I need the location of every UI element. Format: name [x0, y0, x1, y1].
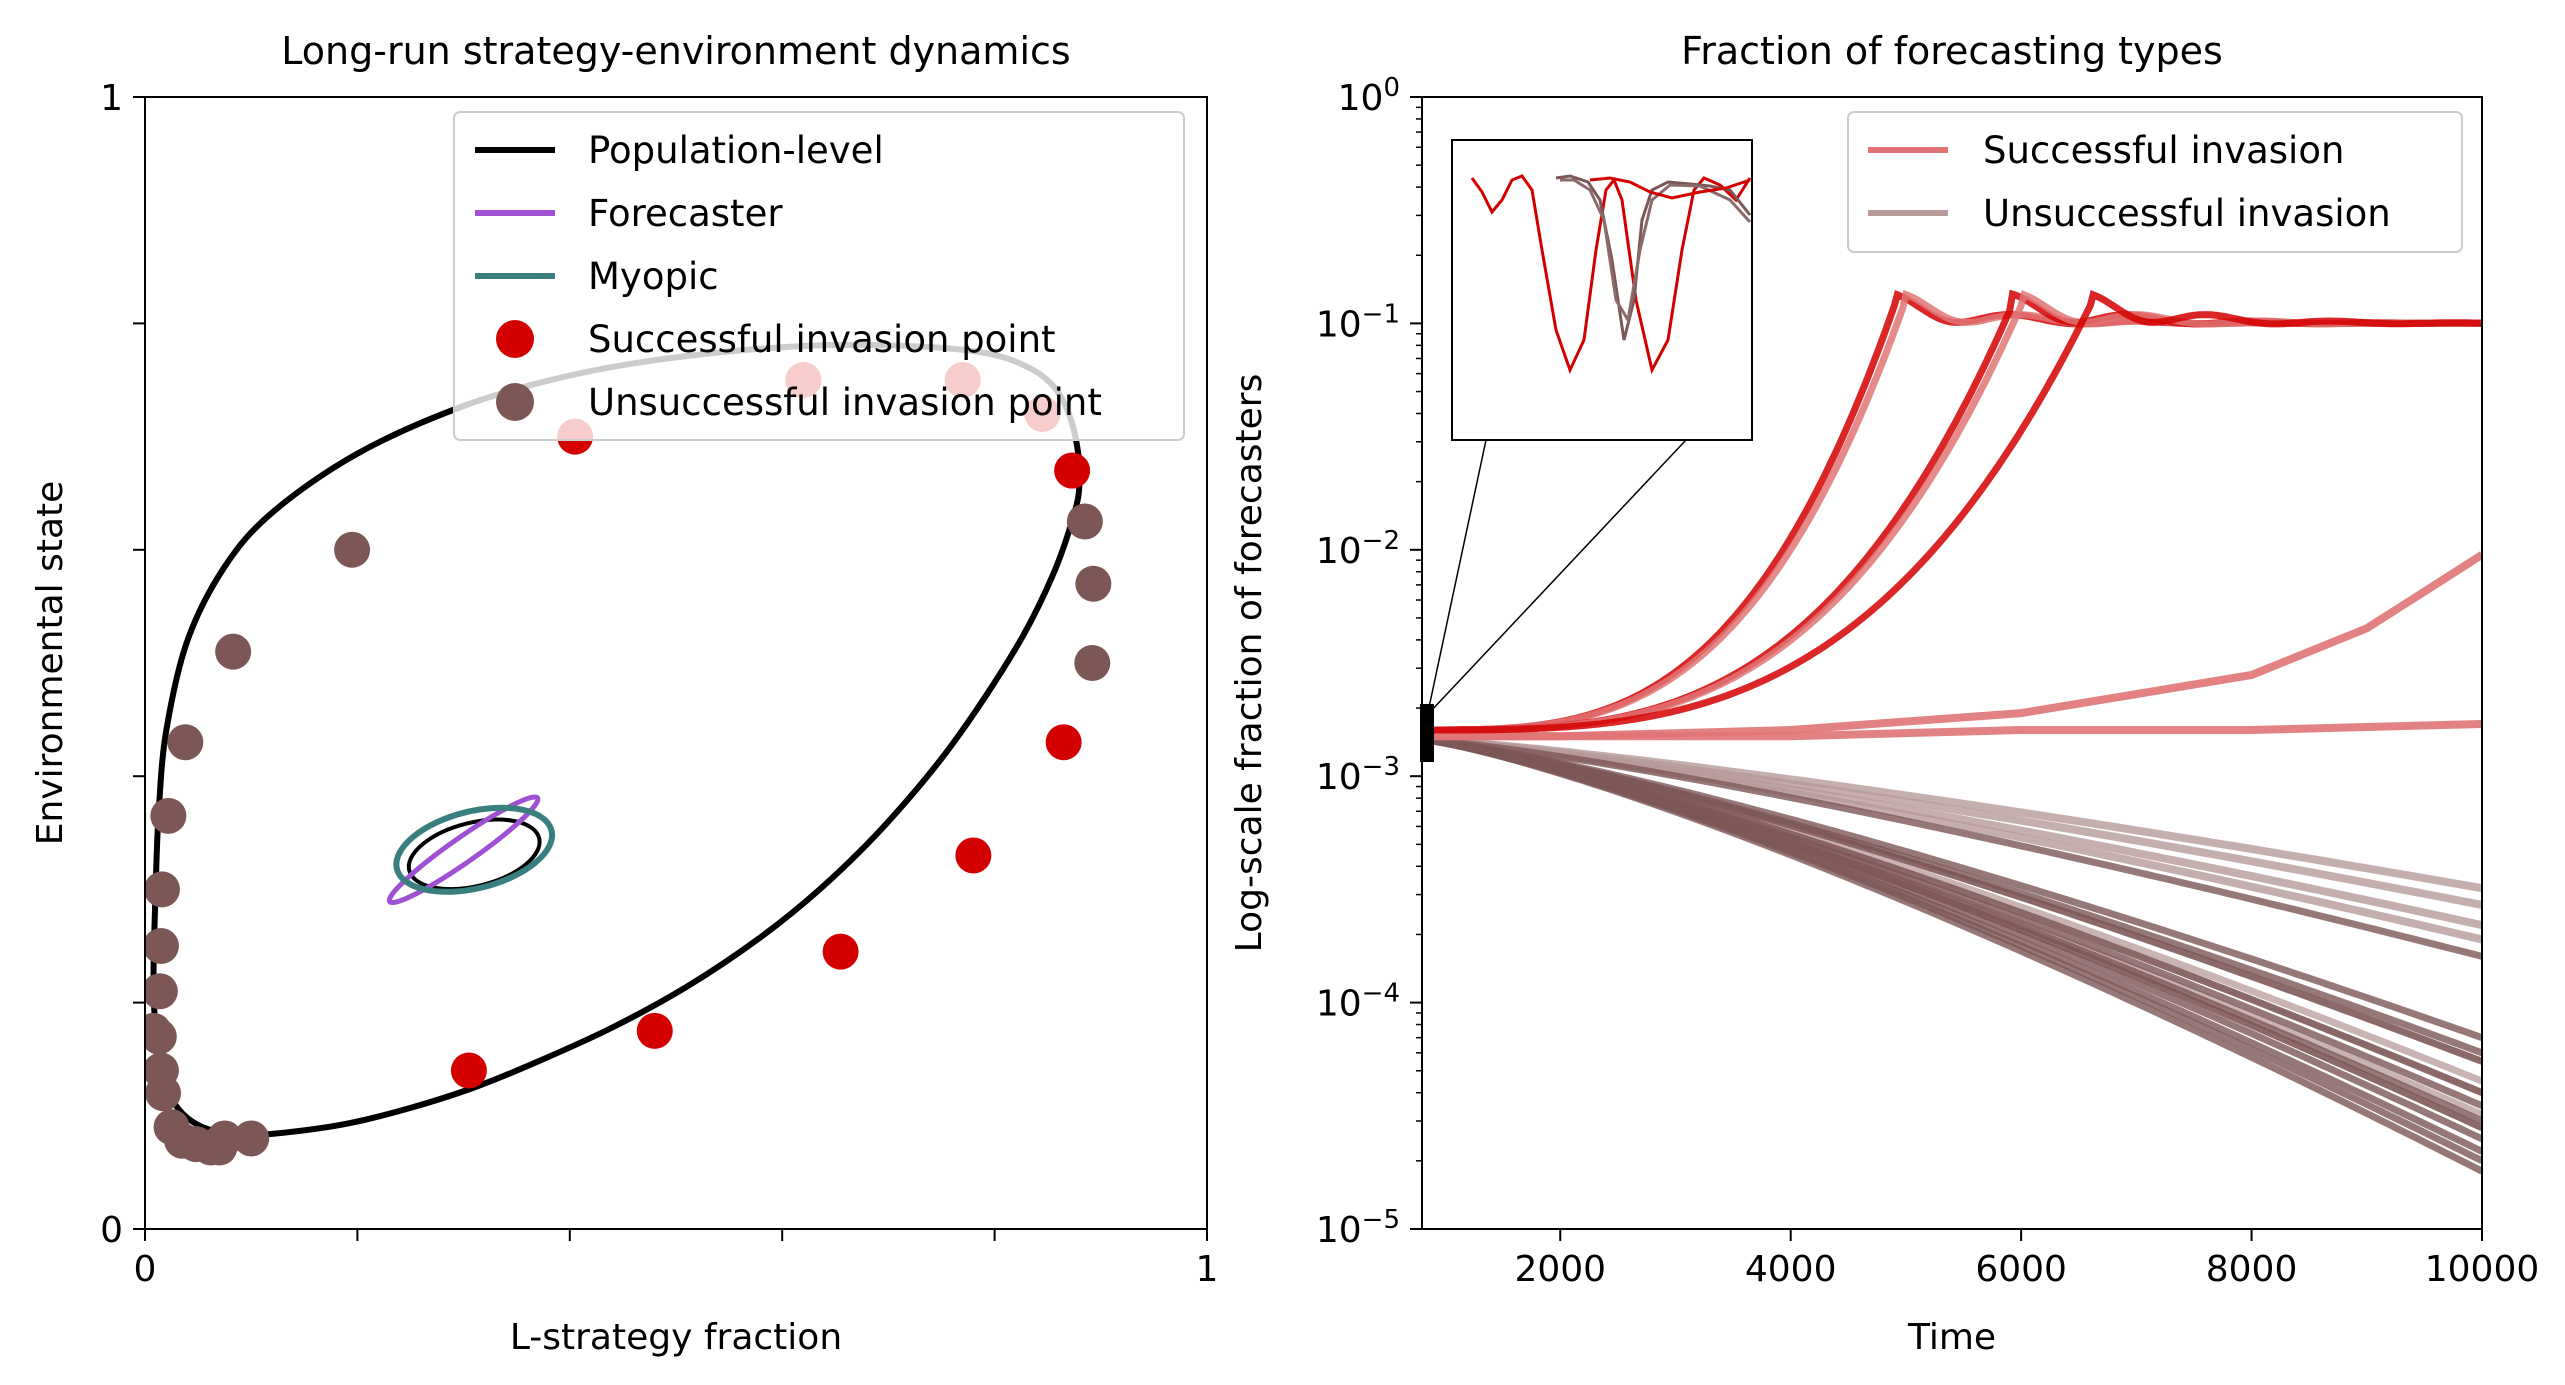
legend-marker-successful: [496, 320, 534, 358]
myopic-cycle-line: [393, 804, 556, 895]
left-ticks: 0 1 0 1: [100, 78, 1218, 1290]
unsuccessful-invasion-point: [145, 973, 178, 1010]
legend-label-successful-point: Successful invasion point: [588, 318, 1056, 361]
unsuccessful-invasion-point: [145, 1012, 172, 1049]
inset-successful-curve: [1589, 176, 1751, 200]
successful-invasion-point: [955, 837, 992, 874]
right-x-axis-label: Time: [1907, 1317, 1996, 1358]
y-tick-label: 10−1: [1316, 299, 1400, 345]
right-legend-box: [1847, 111, 2463, 253]
unsuccessful-invasion-point: [1075, 565, 1112, 602]
unsuccessful-invasion-point: [150, 797, 187, 834]
legend-marker-unsuccessful: [496, 383, 534, 421]
successful-invasion-point: [1054, 452, 1091, 489]
inset-curves: [1470, 174, 1752, 375]
successful-invasion-point: [636, 1012, 673, 1049]
unsuccessful-invasion-line: [1422, 736, 2482, 1175]
x-tick-label: 10000: [2425, 1249, 2540, 1290]
x-tick-label: 0: [134, 1249, 157, 1290]
left-axes-frame: [144, 96, 1208, 1230]
successful-invasion-line: [1422, 551, 2482, 741]
successful-invasion-line: [1422, 720, 2482, 741]
unsuccessful-invasion-point: [167, 724, 204, 761]
y-tick-label: 0: [100, 1210, 123, 1251]
legend-label-forecaster: Forecaster: [588, 192, 783, 235]
time-series-plot-area: [1422, 289, 2482, 1175]
legend-label-successful-invasion: Successful invasion: [1983, 129, 2344, 172]
unsuccessful-invasion-point: [145, 871, 180, 908]
x-tick-label: 6000: [1975, 1249, 2067, 1290]
time-series-panel: Fraction of forecasting types 2000 4000 60…: [1229, 29, 2539, 1358]
unsuccessful-invasion-line: [1422, 736, 2482, 960]
unsuccessful-invasion-point: [334, 531, 371, 568]
legend-label-unsuccessful-invasion: Unsuccessful invasion: [1983, 192, 2391, 235]
y-tick-label: 100: [1338, 73, 1400, 119]
x-tick-label: 8000: [2206, 1249, 2298, 1290]
unsuccessful-invasion-point: [1074, 645, 1111, 681]
inset-successful-curve: [1470, 174, 1752, 375]
unsuccessful-invasion-point: [145, 928, 179, 964]
unsuccessful-invasion-point: [233, 1120, 270, 1157]
unsuccessful-invasion-point: [215, 633, 252, 670]
right-chart-title: Fraction of forecasting types: [1681, 29, 2223, 73]
inset-frame: [1451, 139, 1753, 441]
y-tick-label: 1: [100, 78, 123, 119]
zoom-region-marker: [1420, 704, 1434, 762]
right-legend: Successful invasion Unsuccessful invasio…: [1847, 111, 2463, 253]
unsuccessful-invasion-point: [201, 1129, 238, 1166]
y-tick-label: 10−3: [1316, 752, 1400, 798]
y-tick-label: 10−5: [1316, 1205, 1400, 1251]
x-tick-label: 4000: [1745, 1249, 1837, 1290]
unsuccessful-invasion-point: [145, 1052, 179, 1089]
unsuccessful-invasion-point: [1066, 503, 1103, 540]
left-legend-box: [453, 111, 1185, 441]
phase-plot-panel: Long-run strategy-environment dynamics 0…: [30, 29, 1218, 1358]
zoom-inset: [1420, 139, 1753, 762]
successful-invasion-line: [1422, 290, 2482, 734]
right-y-axis-label: Log-scale fraction of forecasters: [1229, 374, 1270, 953]
successful-invasion-point: [822, 933, 859, 970]
inset-unsuccessful-curve: [1560, 178, 1752, 325]
inset-connector-line: [1429, 439, 1687, 713]
legend-label-unsuccessful-point: Unsuccessful invasion point: [588, 381, 1102, 424]
inset-connector-line: [1427, 439, 1487, 713]
successful-invasion-point: [1045, 724, 1082, 761]
legend-label-population: Population-level: [588, 129, 884, 172]
left-y-axis-label: Environmental state: [30, 481, 71, 846]
y-tick-label: 10−4: [1316, 979, 1400, 1025]
left-chart-title: Long-run strategy-environment dynamics: [281, 29, 1070, 73]
y-tick-label: 10−2: [1316, 526, 1400, 572]
population-cycle-line: [150, 341, 1083, 1139]
right-axes-frame: [1421, 96, 2483, 1230]
successful-invasion-point: [450, 1052, 487, 1089]
unsuccessful-invasion-line: [1422, 736, 2482, 1131]
x-tick-label: 2000: [1514, 1249, 1606, 1290]
unsuccessful-invasion-line: [1422, 736, 2482, 1131]
phase-plot-area: [145, 341, 1112, 1166]
legend-label-myopic: Myopic: [588, 255, 719, 298]
left-legend: Population-level Forecaster Myopic Succe…: [453, 111, 1185, 441]
left-x-axis-label: L-strategy fraction: [510, 1317, 842, 1358]
forecaster-cycle-line: [386, 794, 541, 906]
right-ticks: 2000 4000 6000 8000 10000 10−5 10−4 10−3 10−2 10−…: [1316, 73, 2539, 1290]
x-tick-label: 1: [1196, 1249, 1219, 1290]
